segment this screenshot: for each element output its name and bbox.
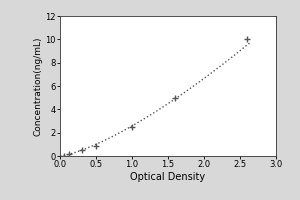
X-axis label: Optical Density: Optical Density — [130, 172, 206, 182]
Y-axis label: Concentration(ng/mL): Concentration(ng/mL) — [34, 36, 43, 136]
